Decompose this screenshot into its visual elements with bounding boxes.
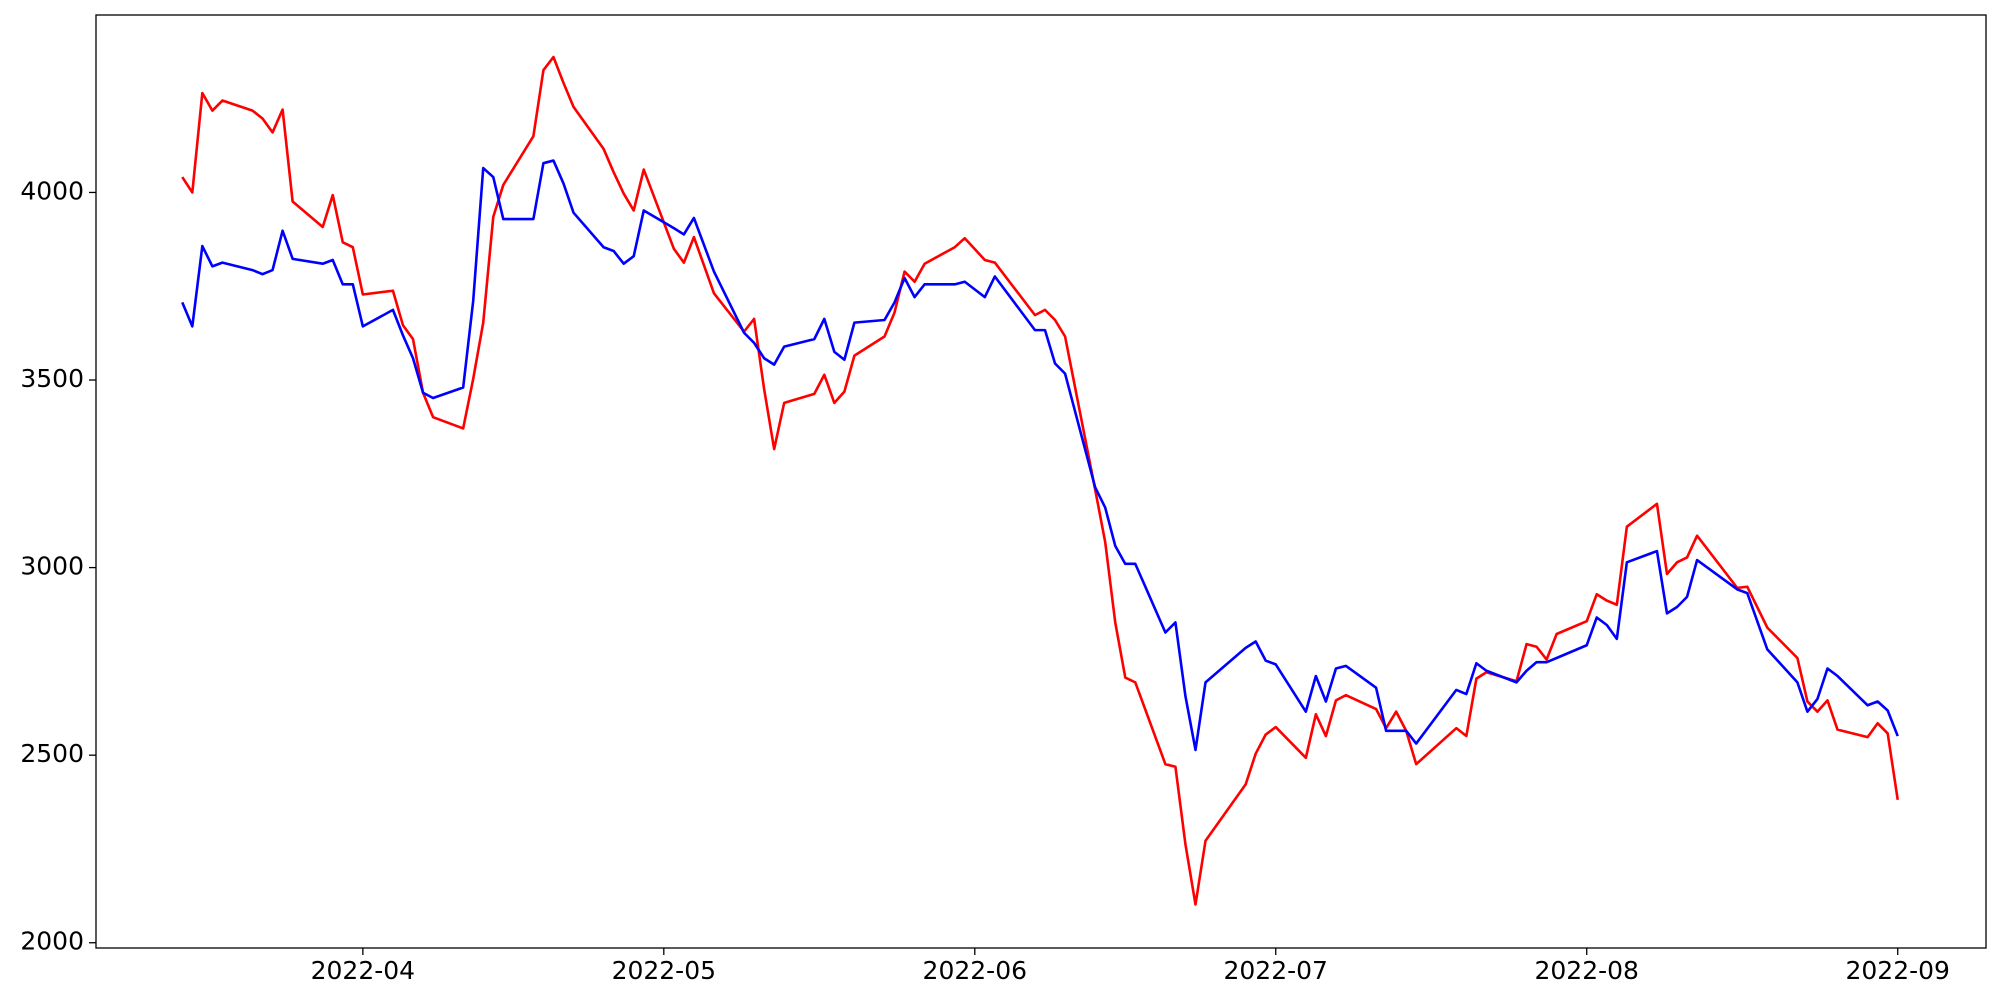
y-tick-label: 3500: [20, 364, 84, 393]
x-tick-label: 2022-04: [311, 956, 415, 985]
y-tick-label: 4000: [20, 176, 84, 205]
plot-frame: [95, 14, 1987, 949]
x-tick-label: 2022-06: [923, 956, 1027, 985]
data-line: [181, 55, 1900, 906]
x-tick-label: 2022-07: [1224, 956, 1328, 985]
y-tick-label: 2500: [20, 739, 84, 768]
data-line: [181, 159, 1899, 752]
y-tick-label: 3000: [20, 552, 84, 581]
x-tick-label: 2022-09: [1845, 956, 1949, 985]
x-tick-label: 2022-08: [1534, 956, 1638, 985]
y-tick-label: 2000: [20, 927, 84, 956]
x-tick-label: 2022-05: [612, 956, 716, 985]
